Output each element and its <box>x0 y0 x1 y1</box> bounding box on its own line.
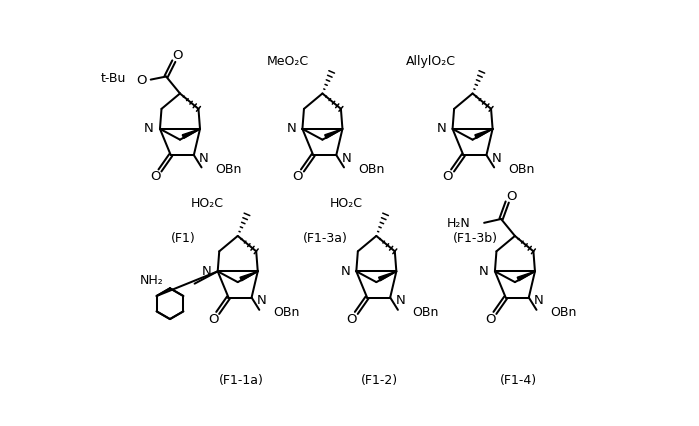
Text: N: N <box>437 122 447 135</box>
Text: N: N <box>340 265 350 278</box>
Text: (F1-3a): (F1-3a) <box>303 232 348 245</box>
Text: N: N <box>396 294 405 307</box>
Text: O: O <box>173 49 183 62</box>
Text: AllylO₂C: AllylO₂C <box>405 55 456 68</box>
Text: (F1-3b): (F1-3b) <box>453 232 498 245</box>
Text: O: O <box>150 170 161 183</box>
Polygon shape <box>517 271 535 281</box>
Polygon shape <box>379 271 396 281</box>
Text: OBn: OBn <box>273 305 300 319</box>
Text: (F1-2): (F1-2) <box>361 374 398 387</box>
Text: N: N <box>492 152 502 165</box>
Text: t-Bu: t-Bu <box>101 72 126 85</box>
Text: NH₂: NH₂ <box>140 274 164 287</box>
Text: HO₂C: HO₂C <box>329 197 363 210</box>
Text: OBn: OBn <box>358 163 384 176</box>
Text: N: N <box>534 294 544 307</box>
Text: N: N <box>144 122 154 135</box>
Text: MeO₂C: MeO₂C <box>266 55 308 68</box>
Text: H₂N: H₂N <box>447 217 470 230</box>
Polygon shape <box>325 129 343 138</box>
Text: OBn: OBn <box>215 163 242 176</box>
Text: O: O <box>485 313 496 325</box>
Text: OBn: OBn <box>412 305 438 319</box>
Text: OBn: OBn <box>508 163 534 176</box>
Polygon shape <box>182 129 200 138</box>
Text: O: O <box>442 170 453 183</box>
Text: O: O <box>347 313 357 325</box>
Text: N: N <box>479 265 489 278</box>
Text: OBn: OBn <box>550 305 577 319</box>
Text: N: N <box>342 152 352 165</box>
Text: N: N <box>199 152 209 165</box>
Polygon shape <box>475 129 493 138</box>
Text: O: O <box>293 170 303 183</box>
Text: (F1-1a): (F1-1a) <box>218 374 264 387</box>
Text: (F1-4): (F1-4) <box>500 374 537 387</box>
Text: N: N <box>202 265 212 278</box>
Text: N: N <box>257 294 267 307</box>
Polygon shape <box>240 271 258 281</box>
Text: HO₂C: HO₂C <box>191 197 224 210</box>
Text: (F1): (F1) <box>171 232 196 245</box>
Text: O: O <box>506 190 517 203</box>
Text: O: O <box>136 74 147 87</box>
Text: O: O <box>208 313 218 325</box>
Text: N: N <box>287 122 296 135</box>
